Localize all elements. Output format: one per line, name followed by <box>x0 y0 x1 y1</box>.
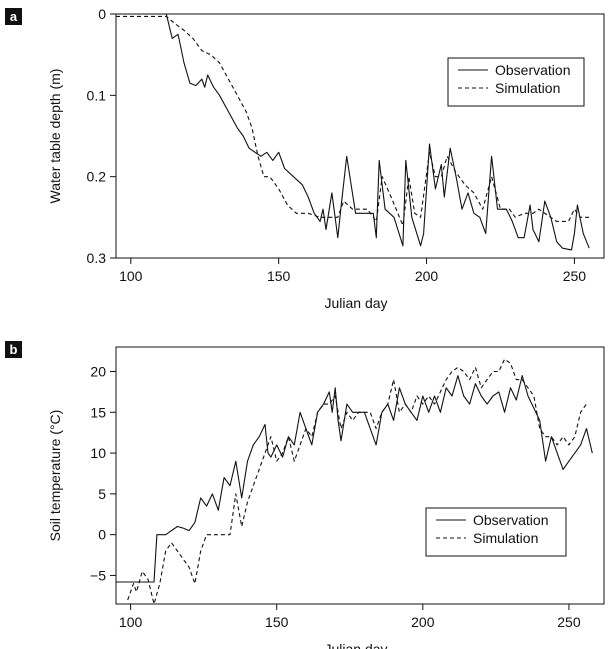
y-tick-label: 0.1 <box>87 87 107 103</box>
legend-box <box>447 57 585 107</box>
y-tick-label: 0 <box>98 6 106 22</box>
panel-label-a: a <box>5 8 22 25</box>
panel-label-b: b <box>5 341 22 358</box>
panel-label-text: a <box>10 9 18 24</box>
y-tick-label: 10 <box>90 445 106 461</box>
series-line-observation <box>116 375 593 583</box>
plot-frame <box>115 13 605 259</box>
legend-label-simulation: Simulation <box>473 530 538 546</box>
x-tick-label: 150 <box>265 614 289 630</box>
legend-label-observation: Observation <box>495 62 570 78</box>
x-axis-label: Julian day <box>324 641 387 649</box>
y-axis-label: Water table depth (m) <box>47 69 63 204</box>
series-line-simulation <box>116 15 590 227</box>
panel-label-box <box>5 341 22 358</box>
x-tick-label: 100 <box>119 614 143 630</box>
x-tick-label: 100 <box>119 268 143 284</box>
panel-a: a 100 150 200 250 0 0.1 0.2 0.3 Julian day Water t… <box>5 6 605 311</box>
panel-b: b 100 150 200 250 −5 0 5 10 15 20 Julian day Soil te… <box>5 341 605 649</box>
y-tick-label: 5 <box>98 486 106 502</box>
panel-label-text: b <box>10 342 18 357</box>
x-tick-label: 200 <box>415 268 439 284</box>
y-tick-label: −5 <box>90 567 106 583</box>
x-tick-label: 200 <box>411 614 435 630</box>
plot-frame <box>115 346 605 605</box>
x-axis-label: Julian day <box>324 295 387 311</box>
x-tick-label: 150 <box>267 268 291 284</box>
y-tick-label: 0.3 <box>87 250 107 266</box>
legend: Observation Simulation <box>447 57 585 107</box>
legend-label-observation: Observation <box>473 512 548 528</box>
legend: Observation Simulation <box>425 507 567 557</box>
y-tick-label: 20 <box>90 363 106 379</box>
series-line-observation <box>116 13 590 251</box>
y-axis-label: Soil temperature (°C) <box>47 410 63 542</box>
y-tick-label: 0.2 <box>87 169 107 185</box>
y-tick-label: 0 <box>98 527 106 543</box>
legend-box <box>425 507 567 557</box>
panel-label-box <box>5 8 22 25</box>
series-line-simulation <box>127 358 587 605</box>
legend-label-simulation: Simulation <box>495 80 560 96</box>
x-tick-label: 250 <box>563 268 587 284</box>
x-tick-label: 250 <box>557 614 581 630</box>
y-tick-label: 15 <box>90 404 106 420</box>
